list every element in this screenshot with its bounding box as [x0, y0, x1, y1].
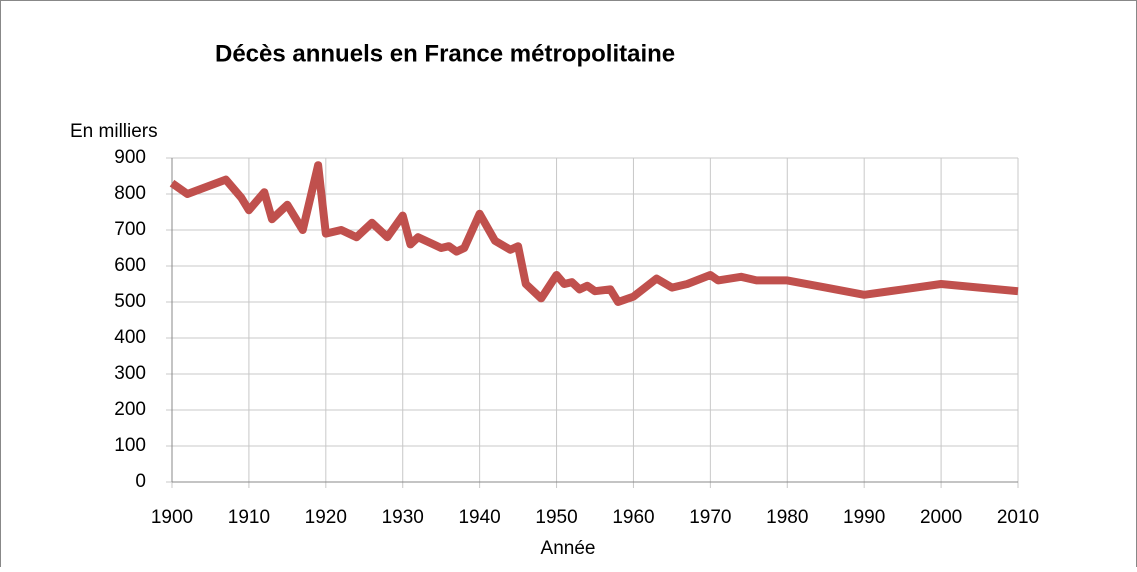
x-tick-label: 1990	[843, 507, 885, 528]
x-tick-label: 1980	[766, 507, 808, 528]
y-axis-label: En milliers	[70, 121, 158, 142]
x-tick-label: 1930	[382, 507, 424, 528]
y-tick-label: 900	[114, 147, 146, 168]
y-tick-label: 400	[114, 327, 146, 348]
y-tick-label: 300	[114, 363, 146, 384]
y-tick-label: 200	[114, 399, 146, 420]
x-tick-label: 1950	[535, 507, 577, 528]
x-tick-label: 1960	[612, 507, 654, 528]
chart-title: Décès annuels en France métropolitaine	[215, 40, 675, 67]
data-line	[169, 161, 1019, 306]
x-tick-label: 1900	[151, 507, 193, 528]
x-axis-label: Année	[541, 538, 596, 559]
y-tick-label: 100	[114, 435, 146, 456]
x-tick-label: 1940	[458, 507, 500, 528]
x-tick-label: 1970	[689, 507, 731, 528]
x-tick-label: 1920	[305, 507, 347, 528]
y-tick-label: 800	[114, 183, 146, 204]
x-tick-label: 2010	[997, 507, 1039, 528]
y-tick-label: 700	[114, 219, 146, 240]
y-tick-label: 600	[114, 255, 146, 276]
x-tick-label: 2000	[920, 507, 962, 528]
y-tick-label: 0	[135, 471, 146, 492]
y-tick-label: 500	[114, 291, 146, 312]
x-tick-label: 1910	[228, 507, 270, 528]
